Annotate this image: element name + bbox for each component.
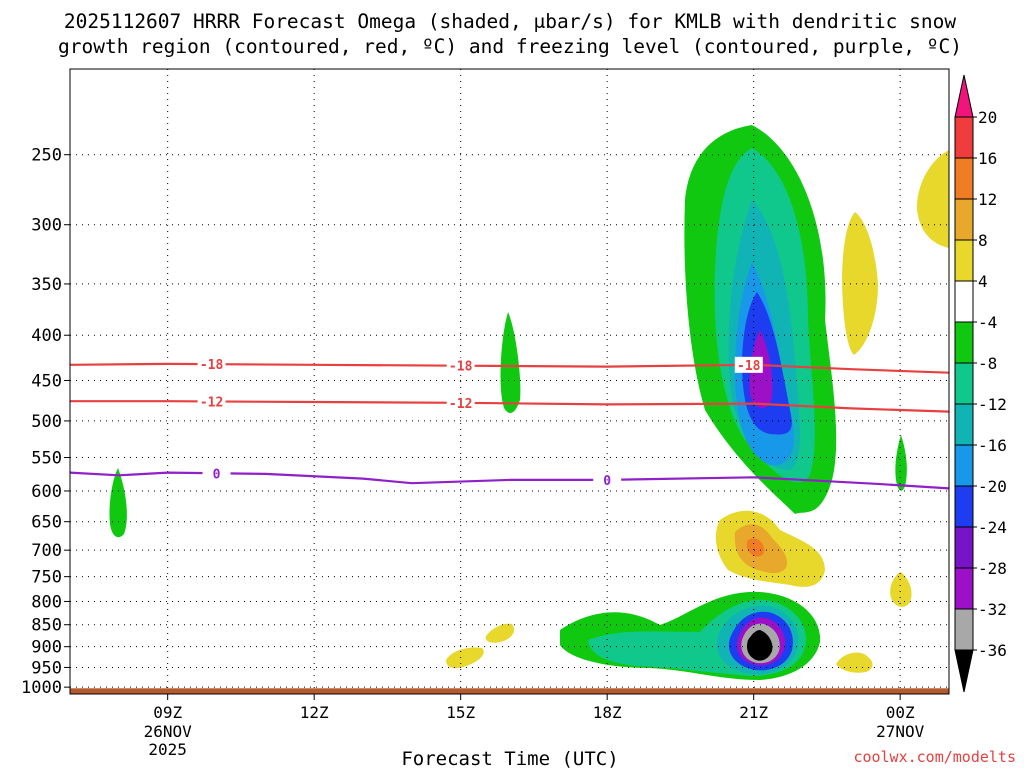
y-axis: 2503003504004505005506006507007508008509… (21, 146, 70, 698)
dgz-contour--18-label-2: -18 (737, 359, 761, 374)
y-tick-label-650: 650 (31, 513, 62, 533)
colorbar-box-1 (954, 157, 974, 200)
y-tick-label-850: 850 (31, 616, 62, 636)
colorbar-label-13: -36 (978, 641, 1007, 660)
colorbar-box-7 (954, 403, 974, 446)
y-tick-label-900: 900 (31, 638, 62, 658)
y-tick-label-950: 950 (31, 658, 62, 678)
y-tick-label-450: 450 (31, 371, 62, 391)
dgz-contour--18-label-bg-1 (446, 357, 475, 374)
dgz-contour--18-label-bg-0 (197, 356, 226, 373)
y-tick-label-700: 700 (31, 541, 62, 561)
omega-region-descent-top-right (916, 150, 949, 248)
colorbar-label-10: -24 (978, 518, 1007, 537)
colorbar-label-4: 4 (978, 272, 988, 291)
omega-region-descent-15z-b (485, 623, 515, 643)
plot-frame (69, 68, 950, 695)
omega-region-08z-cell (109, 468, 127, 538)
omega-shading (109, 125, 949, 680)
y-tick-label-600: 600 (31, 482, 62, 502)
surface-band (70, 688, 949, 694)
omega-region-00z-cell (895, 435, 907, 491)
contour-lines: -18 -18 -18 -12 -12 0 0 (69, 356, 950, 490)
grid-lines (70, 69, 949, 694)
colorbar-label-8: -16 (978, 436, 1007, 455)
x-tick-label-12Z: 12Z (300, 703, 329, 722)
colorbar-label-11: -28 (978, 559, 1007, 578)
freezing-level-contour (69, 471, 950, 490)
colorbar-label-2: 12 (978, 190, 997, 209)
freezing-level-contour-label-1: 0 (603, 474, 611, 489)
dgz-contour--18-label-1: -18 (449, 360, 473, 375)
omega-region-descent-upper-right (842, 212, 878, 355)
y-tick-label-350: 350 (31, 275, 62, 295)
dgz-contour--18-label-bg-2 (734, 356, 763, 373)
colorbar-box-8 (954, 444, 974, 487)
colorbar-box-5 (954, 321, 974, 364)
x-tick-date-09Z: 26NOV (144, 722, 193, 741)
colorbar: 20 16 12 8 4 -4 -8 -12 -16 -20 -24 -28 -32 -36 (954, 74, 1007, 693)
omega-region-descent-0030z (890, 572, 912, 607)
chart-title-line-2: growth region (contoured, red, ºC) and f… (58, 35, 962, 58)
colorbar-box-9 (954, 485, 974, 528)
y-tick-label-750: 750 (31, 568, 62, 588)
colorbar-label-1: 16 (978, 149, 997, 168)
colorbar-label-7: -12 (978, 395, 1007, 414)
colorbar-box-6 (954, 362, 974, 405)
colorbar-label-3: 8 (978, 231, 988, 250)
plot-area: -18 -18 -18 -12 -12 0 0 (69, 68, 950, 695)
colorbar-label-0: 20 (978, 108, 997, 127)
y-tick-label-1000: 1000 (21, 678, 62, 698)
colorbar-box-10 (954, 526, 974, 569)
omega-region-16z-cell (500, 312, 521, 414)
freezing-level-contour-label-bg-1 (593, 471, 622, 488)
x-axis-label: Forecast Time (UTC) (401, 748, 618, 768)
colorbar-box-4 (954, 280, 974, 323)
omega-region-descent-15z-a (446, 647, 484, 669)
chart-title-line-1: 2025112607 HRRR Forecast Omega (shaded, … (64, 10, 956, 33)
dgz-contour--18 (69, 362, 950, 374)
x-tick-label-18Z: 18Z (593, 703, 622, 722)
y-tick-label-550: 550 (31, 449, 62, 469)
x-tick-date-00Z: 27NOV (876, 722, 925, 741)
colorbar-bottom-triangle (954, 649, 974, 693)
x-tick-label-15Z: 15Z (446, 703, 475, 722)
y-tick-label-400: 400 (31, 326, 62, 346)
x-tick-year-09Z: 2025 (148, 740, 187, 759)
y-tick-label-250: 250 (31, 146, 62, 166)
colorbar-box-3 (954, 239, 974, 282)
dgz-contour--12 (70, 400, 950, 413)
dgz-contour--12-label-1: -12 (449, 397, 472, 412)
y-tick-label-800: 800 (31, 592, 62, 612)
colorbar-label-6: -8 (978, 354, 997, 373)
omega-region-descent-midlevel-12 (746, 538, 765, 557)
x-tick-label-09Z: 09Z (153, 703, 182, 722)
y-tick-label-500: 500 (31, 412, 62, 432)
colorbar-box-0 (954, 116, 974, 159)
omega-region-low-level-36 (746, 630, 773, 661)
colorbar-label-9: -20 (978, 477, 1007, 496)
colorbar-label-12: -32 (978, 600, 1007, 619)
credit-text: coolwx.com/modelts (853, 748, 1016, 766)
x-tick-label-00Z: 00Z (886, 703, 915, 722)
dgz-contour--12-label-bg-1 (446, 394, 475, 411)
colorbar-label-5: -4 (978, 313, 997, 332)
dgz-contour--12-label-bg-0 (197, 393, 226, 410)
colorbar-box-2 (954, 198, 974, 241)
y-tick-label-300: 300 (31, 216, 62, 236)
omega-region-descent-2330z (836, 652, 873, 673)
dgz-contour--12-label-0: -12 (200, 395, 223, 410)
dgz-contour--18-label-0: -18 (200, 358, 224, 373)
colorbar-box-11 (954, 567, 974, 610)
x-tick-label-21Z: 21Z (739, 703, 768, 722)
freezing-level-contour-label-bg-0 (202, 465, 231, 482)
freezing-level-contour-label-0: 0 (213, 467, 221, 482)
colorbar-box-12 (954, 608, 974, 651)
colorbar-top-triangle (954, 74, 974, 118)
